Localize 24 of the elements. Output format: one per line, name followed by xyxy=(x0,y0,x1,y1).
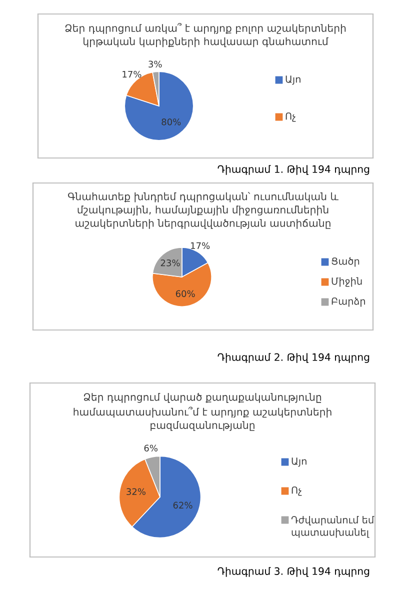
chart-title: Ձեր դպրոցում վարած քաղաքականությունը համապատասխանու՞մ է արդյոք աշակերտների բազմազանությանը xyxy=(74,393,332,431)
legend-label: Այո xyxy=(292,458,306,467)
legend-label: Ոչ xyxy=(286,112,296,122)
text: Դիագրամ 2. Թիվ 194 դպրոց xyxy=(218,353,370,363)
data-label: 17% xyxy=(191,242,210,250)
data-label: 80% xyxy=(162,118,181,126)
legend-label: Բարձր xyxy=(332,297,365,307)
data-label: 60% xyxy=(176,290,195,298)
data-label: 17% xyxy=(122,70,142,78)
data-label: 3% xyxy=(148,60,162,68)
legend-label: Դժվարանում եմ պատասխանել xyxy=(291,516,374,538)
data-label: 32% xyxy=(126,488,146,496)
text: Դիագրամ 3. Թիվ 194 դպրոց xyxy=(218,567,370,577)
legend-label: Միջին xyxy=(332,277,362,287)
legend-label: Ցածր xyxy=(332,257,360,267)
text: Դիագրամ 1. Թիվ 194 դպրոց xyxy=(218,165,370,175)
data-label: 6% xyxy=(144,444,158,452)
data-label: 62% xyxy=(173,502,192,509)
legend-label: Ոչ xyxy=(292,486,302,496)
legend-label: Այո xyxy=(286,76,300,85)
data-label: 23% xyxy=(160,259,180,266)
chart-title: Գնահատեք խնդրեմ դպրոցական՝ ուսումնական և մշակութային, համայնքային միջոցառումներին աշակերտների ներգրավվածության աստիճանը xyxy=(68,192,338,229)
pie-slice xyxy=(124,71,194,141)
chart-title: Ձեր դպրոցում առկա՞ է արդյոք բոլոր աշակերտների կրթական կարիքների հավասար գնահատում xyxy=(65,23,346,48)
